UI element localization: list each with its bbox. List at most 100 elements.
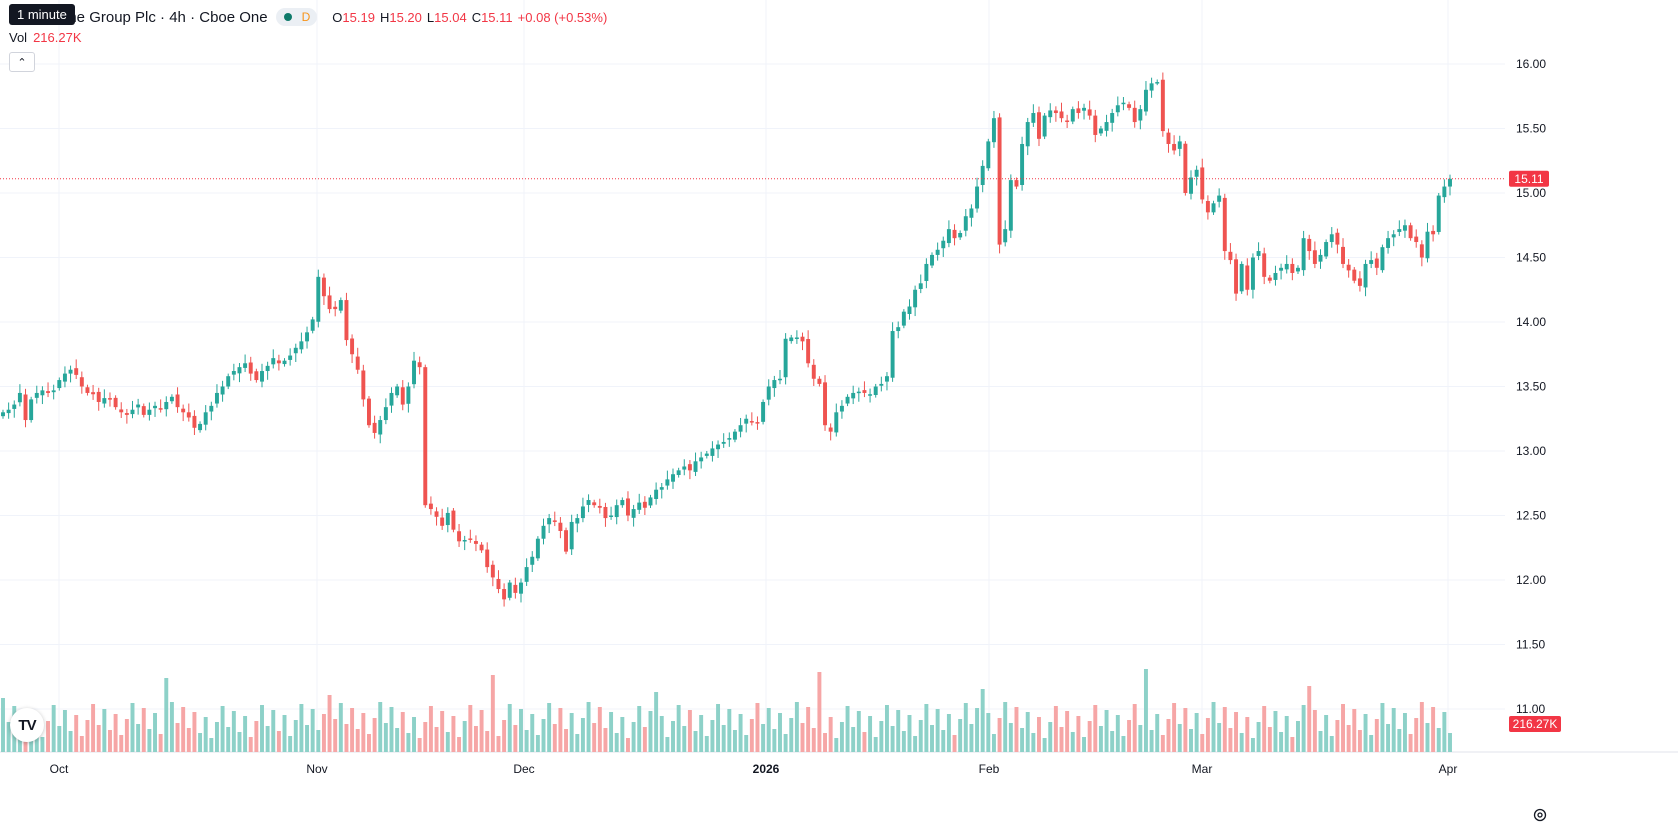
volume-bar <box>783 734 788 752</box>
candle-body <box>1414 236 1419 243</box>
volume-bar <box>907 715 912 752</box>
volume-label: Vol <box>9 30 28 45</box>
volume-bar <box>141 708 146 752</box>
last-price-label: 15.11 <box>1514 172 1543 186</box>
volume-bar <box>986 713 991 752</box>
volume-bar <box>963 703 968 752</box>
candle-body <box>625 498 630 516</box>
volume-bar <box>214 722 219 752</box>
volume-bar <box>535 735 540 752</box>
volume-bar <box>1262 706 1267 752</box>
price-axis-tick: 12.00 <box>1516 573 1546 587</box>
candle-body <box>839 405 844 412</box>
volume-bar <box>851 727 856 752</box>
collapse-legend-button[interactable]: ⌃ <box>9 52 35 72</box>
candle-body <box>687 464 692 471</box>
candle-body <box>580 506 585 519</box>
candle-body <box>654 489 659 499</box>
volume-bar <box>980 689 985 752</box>
candle-body <box>462 540 467 542</box>
volume-bar <box>975 708 980 752</box>
gear-icon[interactable] <box>1532 807 1548 823</box>
volume-bar <box>710 720 715 752</box>
candle-body <box>558 522 563 531</box>
volume-bar <box>1267 727 1272 752</box>
candle-body <box>637 502 642 510</box>
candle-body <box>806 339 811 364</box>
volume-bar <box>935 709 940 752</box>
candle-body <box>457 531 462 542</box>
volume-bar <box>1183 708 1188 752</box>
volume-bar <box>732 730 737 752</box>
candle-body <box>513 584 518 593</box>
candle-body <box>1301 238 1306 271</box>
candle-body <box>868 394 873 396</box>
candle-body <box>243 363 248 368</box>
volume-bar <box>918 720 923 752</box>
data-delay-badge: D <box>301 10 311 24</box>
candle-body <box>316 276 321 322</box>
volume-bar <box>1273 711 1278 752</box>
volume-bar <box>1138 725 1143 752</box>
volume-bar <box>271 710 276 752</box>
candle-body <box>423 367 428 506</box>
volume-bar <box>1442 712 1447 752</box>
candle-body <box>485 549 490 568</box>
volume-bar <box>428 706 433 752</box>
volume-bar <box>62 710 67 752</box>
close-label: C <box>471 9 482 25</box>
volume-bar <box>473 726 478 752</box>
candle-body <box>141 406 146 415</box>
candle-body <box>710 448 715 456</box>
volume-bar <box>51 705 56 752</box>
candle-body <box>586 500 591 505</box>
volume-bar <box>316 730 321 752</box>
candle-body <box>991 118 996 143</box>
candle-body <box>91 392 96 395</box>
candle-body <box>699 457 704 462</box>
market-status-pill[interactable]: D <box>275 8 318 26</box>
candle-body <box>367 398 371 426</box>
symbol-title[interactable]: one Group Plc · 4h · Cboe One <box>60 8 268 26</box>
candle-body <box>1245 265 1250 290</box>
candle-body <box>124 413 129 415</box>
volume-bar <box>502 720 507 752</box>
volume-bar <box>1205 718 1210 752</box>
time-axis-label: Dec <box>513 762 534 776</box>
candle-body <box>1234 259 1239 294</box>
volume-bar <box>46 721 51 752</box>
last-price-badge <box>1509 170 1549 187</box>
volume-bar <box>519 709 523 752</box>
volume-bar <box>181 707 186 752</box>
volume-bar <box>1357 730 1362 752</box>
volume-bar <box>1110 731 1115 752</box>
candle-body <box>1205 200 1210 213</box>
high-value: 15.20 <box>389 9 422 25</box>
time-axis-label: Apr <box>1439 762 1458 776</box>
candle-body <box>231 371 236 375</box>
candle-body <box>479 544 484 551</box>
candle-body <box>389 392 394 406</box>
volume-bar <box>580 718 585 752</box>
candle-body <box>1177 141 1182 149</box>
interval-tooltip: 1 minute <box>9 4 75 25</box>
tradingview-logo-icon[interactable]: TV <box>10 708 44 742</box>
volume-bar <box>153 713 157 752</box>
volume-bar <box>1177 724 1182 752</box>
candle-body <box>1307 238 1312 252</box>
candle-body <box>524 567 529 582</box>
volume-bar <box>1014 707 1019 752</box>
candle-body <box>113 397 118 408</box>
candle-body <box>1346 264 1351 271</box>
candle-body <box>535 538 540 559</box>
volume-bar <box>530 714 535 752</box>
candle-body <box>299 341 304 350</box>
candle-body <box>214 392 219 404</box>
candle-body <box>1250 257 1255 290</box>
candle-body <box>693 461 698 472</box>
volume-bar <box>1093 705 1098 752</box>
candle-body <box>1127 104 1132 108</box>
volume-bar <box>1098 726 1103 752</box>
candle-body <box>164 401 169 410</box>
